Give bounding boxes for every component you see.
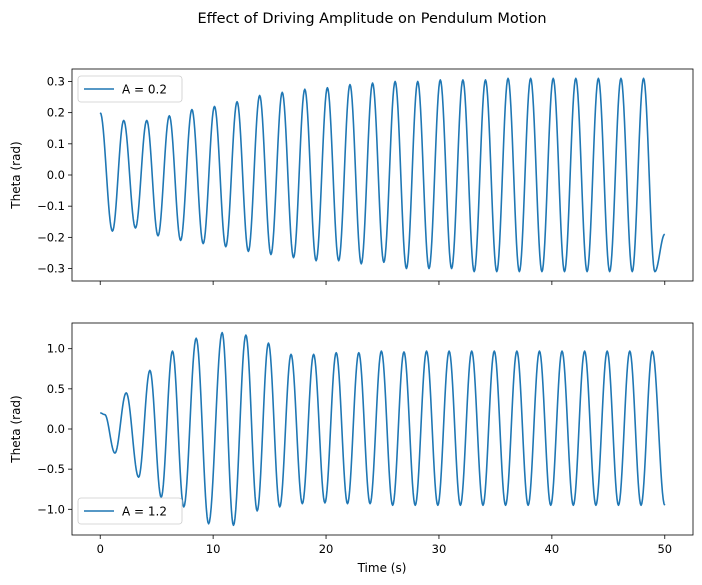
top-legend-box xyxy=(77,75,183,103)
top-y-axis-label: Theta (rad) xyxy=(9,141,23,209)
series-line-a-1-2 xyxy=(99,331,666,527)
y-tick-label: 0.1 xyxy=(47,137,65,151)
bottom-subplot-ticks: 0 10 20 30 40 50 −1.0 −0.5 0.0 0.5 1.0 xyxy=(37,342,672,556)
y-tick-label: 0.0 xyxy=(47,168,65,182)
y-tick-label: 0.3 xyxy=(47,74,65,88)
top-subplot: −0.3 −0.2 −0.1 0.0 0.1 0.2 0.3 Theta (rad) A =… xyxy=(9,68,694,285)
x-tick-label: 10 xyxy=(206,542,221,556)
y-tick-label: −0.5 xyxy=(37,462,65,476)
y-tick-label: −1.0 xyxy=(37,502,65,516)
y-tick-label: −0.2 xyxy=(37,230,65,244)
y-tick-label: 0.0 xyxy=(47,422,65,436)
bottom-legend: A = 1.2 xyxy=(77,497,183,525)
bottom-subplot: 0 10 20 30 40 50 −1.0 −0.5 0.0 0.5 1.0 Theta (rad)… xyxy=(9,322,694,575)
x-tick-label: 30 xyxy=(432,542,447,556)
series-line-a-0-2 xyxy=(99,77,666,273)
x-axis-label: Time (s) xyxy=(357,561,407,575)
x-tick-label: 50 xyxy=(657,542,672,556)
y-tick-label: 1.0 xyxy=(47,342,65,356)
top-subplot-ticks: −0.3 −0.2 −0.1 0.0 0.1 0.2 0.3 xyxy=(37,74,666,285)
bottom-subplot-frame xyxy=(71,322,694,536)
top-subplot-frame xyxy=(71,68,694,282)
figure-title: Effect of Driving Amplitude on Pendulum … xyxy=(197,11,546,27)
x-tick-label: 0 xyxy=(97,542,104,556)
top-legend-label: A = 0.2 xyxy=(122,83,167,97)
top-legend: A = 0.2 xyxy=(77,75,183,103)
y-tick-label: 0.5 xyxy=(47,382,65,396)
bottom-legend-box xyxy=(77,497,183,525)
x-tick-label: 40 xyxy=(545,542,560,556)
bottom-legend-label: A = 1.2 xyxy=(122,505,167,519)
bottom-y-axis-label: Theta (rad) xyxy=(9,395,23,463)
y-tick-label: 0.2 xyxy=(47,106,65,120)
y-tick-label: −0.3 xyxy=(37,262,65,276)
y-tick-label: −0.1 xyxy=(37,199,65,213)
x-tick-label: 20 xyxy=(319,542,334,556)
